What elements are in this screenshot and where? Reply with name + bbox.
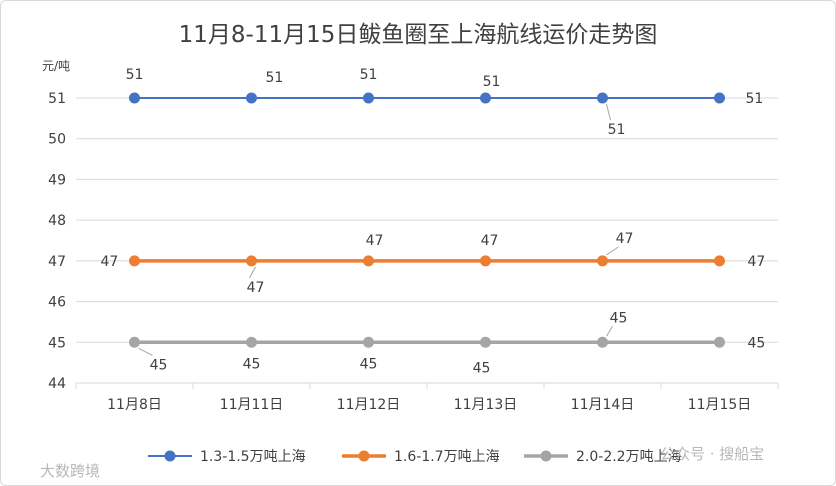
x-tick-label-2: 11月12日 <box>337 397 401 413</box>
x-tick-label-5: 11月15日 <box>688 397 752 413</box>
data-label-s1-1: 47 <box>247 280 265 296</box>
data-label-s2-0: 45 <box>150 357 168 373</box>
legend-label-2: 2.0-2.2万吨上海 <box>576 449 682 465</box>
chart-title: 11月8-11月15日鲅鱼圈至上海航线运价走势图 <box>179 22 658 48</box>
x-tick-label-3: 11月13日 <box>454 397 518 413</box>
data-label-s1-4: 47 <box>616 231 634 247</box>
grid-lines <box>76 97 778 384</box>
data-label-s2-1: 45 <box>243 356 261 372</box>
y-tick-label-47: 47 <box>48 254 66 270</box>
data-point-s1-4 <box>597 255 608 267</box>
data-point-s0-1 <box>246 92 257 104</box>
x-tick-label-1: 11月11日 <box>220 397 284 413</box>
data-label-s0-4: 51 <box>608 122 626 138</box>
legend-marker-1 <box>358 450 370 462</box>
data-point-s1-1 <box>246 255 257 267</box>
data-label-s2-2: 45 <box>360 356 378 372</box>
y-axis-ticks: 44 45 46 47 48 49 50 51 <box>48 91 66 392</box>
data-label-s1-0: 47 <box>101 254 119 270</box>
leader-line-s1-1 <box>249 266 256 279</box>
data-label-s1-3: 47 <box>481 233 499 249</box>
y-tick-label-51: 51 <box>48 91 66 107</box>
data-point-s0-3 <box>480 92 491 104</box>
data-point-s0-0 <box>129 92 140 104</box>
data-label-s2-5: 45 <box>748 335 766 351</box>
data-point-s0-2 <box>363 92 374 104</box>
x-axis-ticks: 11月8日 11月11日 11月12日 11月13日 11月14日 11月15日 <box>75 383 779 413</box>
legend-label-0: 1.3-1.5万吨上海 <box>200 449 306 465</box>
watermarks: 大数跨境 公众号 · 搜船宝 <box>40 445 764 480</box>
series-group <box>129 92 725 348</box>
data-label-s2-4: 45 <box>610 310 628 326</box>
watermark-bottom-right: 公众号 · 搜船宝 <box>660 445 764 463</box>
y-tick-label-46: 46 <box>48 295 66 311</box>
data-point-s1-2 <box>363 255 374 267</box>
data-point-s1-5 <box>714 255 725 267</box>
data-point-s2-0 <box>129 336 140 348</box>
data-label-s0-3: 51 <box>483 74 501 90</box>
legend: 1.3-1.5万吨上海 1.6-1.7万吨上海 2.0-2.2万吨上海 <box>148 449 682 465</box>
watermark-bottom-left: 大数跨境 <box>40 462 100 480</box>
legend-label-1: 1.6-1.7万吨上海 <box>394 449 500 465</box>
data-point-s0-4 <box>597 92 608 104</box>
data-label-s0-2: 51 <box>360 67 378 83</box>
data-point-s0-5 <box>714 92 725 104</box>
legend-marker-0 <box>164 450 176 462</box>
data-labels: 51 51 51 51 51 51 47 47 47 47 47 47 45 45 45 45 45 45 <box>101 67 766 376</box>
leader-line-s0-4 <box>606 103 611 121</box>
data-label-s0-1: 51 <box>266 70 284 86</box>
data-point-s2-3 <box>480 336 491 348</box>
y-axis-unit-label: 元/吨 <box>42 59 70 73</box>
data-label-s1-5: 47 <box>748 254 766 270</box>
data-label-s2-3: 45 <box>473 360 491 376</box>
data-label-s0-5: 51 <box>746 91 764 107</box>
leader-line-s1-4 <box>606 246 619 256</box>
data-point-s1-3 <box>480 255 491 267</box>
y-tick-label-44: 44 <box>48 376 66 392</box>
leader-line-s2-4 <box>606 326 613 337</box>
data-label-s1-2: 47 <box>366 233 384 249</box>
data-point-s1-0 <box>129 255 140 267</box>
x-tick-label-0: 11月8日 <box>107 397 162 413</box>
y-tick-label-49: 49 <box>48 172 66 188</box>
data-label-s0-0: 51 <box>126 67 144 83</box>
y-tick-label-48: 48 <box>48 213 66 229</box>
legend-marker-2 <box>540 450 552 462</box>
y-tick-label-50: 50 <box>48 132 66 148</box>
data-point-s2-5 <box>714 336 725 348</box>
data-point-s2-4 <box>597 336 608 348</box>
data-point-s2-2 <box>363 336 374 348</box>
leader-line-s2-0 <box>138 347 153 356</box>
data-point-s2-1 <box>246 336 257 348</box>
x-tick-label-4: 11月14日 <box>571 397 635 413</box>
y-tick-label-45: 45 <box>48 335 66 351</box>
